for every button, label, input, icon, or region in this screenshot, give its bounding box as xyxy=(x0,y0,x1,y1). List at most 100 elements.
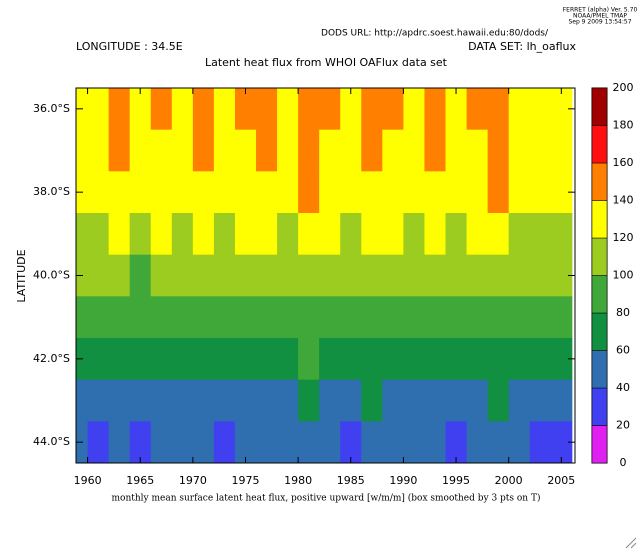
colorbar-swatch xyxy=(591,387,608,426)
y-tick-label: 44.0°S xyxy=(33,435,70,448)
x-tick-label: 1965 xyxy=(126,474,154,487)
contour-cell xyxy=(361,171,383,214)
contour-cell xyxy=(445,88,468,131)
contour-cell xyxy=(550,338,573,381)
contour-cell xyxy=(319,296,341,339)
x-tick-label: 1970 xyxy=(179,474,207,487)
contour-cell xyxy=(213,421,236,463)
contour-cell xyxy=(508,88,531,131)
contour-cell xyxy=(150,421,173,463)
contour-cell xyxy=(256,421,278,463)
contour-cell xyxy=(171,379,194,422)
contour-cell xyxy=(382,379,404,422)
contour-cell xyxy=(129,296,152,339)
contour-cell xyxy=(466,296,489,339)
contour-cell xyxy=(487,379,510,422)
y-tick-label: 36.0°S xyxy=(33,102,70,115)
contour-cell xyxy=(403,171,425,214)
contour-cell xyxy=(76,296,89,339)
contour-cell xyxy=(403,88,425,131)
contour-cell xyxy=(87,338,110,381)
contour-cell xyxy=(340,171,362,214)
contour-cell xyxy=(424,171,447,214)
contour-cell xyxy=(403,421,425,463)
contour-cell xyxy=(277,254,299,297)
colorbar-label: 100 xyxy=(613,269,634,282)
contour-cell xyxy=(382,213,404,256)
contour-cell xyxy=(87,129,110,172)
contour-cell xyxy=(213,213,236,256)
contour-cell xyxy=(445,338,468,381)
contour-cell xyxy=(487,213,510,256)
x-tick-label: 2005 xyxy=(547,474,575,487)
contour-cell xyxy=(87,379,110,422)
header-line: Sep 9 2009 13:54:57 xyxy=(568,19,631,26)
contour-cell xyxy=(87,88,110,131)
contour-cell xyxy=(529,171,552,214)
dataset: DATA SET: lh_oaflux xyxy=(468,40,576,53)
contour-cell xyxy=(529,254,552,297)
contour-cell xyxy=(87,254,110,297)
contour-cell xyxy=(319,379,341,422)
y-tick-label: 40.0°S xyxy=(33,269,70,282)
contour-cell xyxy=(213,254,236,297)
contour-cell xyxy=(171,421,194,463)
contour-cell xyxy=(298,296,320,339)
x-tick-label: 1980 xyxy=(284,474,312,487)
contour-cell xyxy=(108,129,131,172)
contour-cell xyxy=(192,88,215,131)
contour-cell xyxy=(382,88,404,131)
contour-cell xyxy=(87,421,110,463)
contour-cell xyxy=(129,254,152,297)
contour-cell xyxy=(234,88,257,131)
contour-cell xyxy=(529,213,552,256)
contour-cell xyxy=(529,296,552,339)
contour-cell xyxy=(508,379,531,422)
contour-cell xyxy=(403,296,425,339)
contour-cell xyxy=(319,421,341,463)
contour-cell xyxy=(340,421,362,463)
contour-cell xyxy=(192,254,215,297)
contour-cell xyxy=(234,379,257,422)
contour-cell xyxy=(213,338,236,381)
contour-cell xyxy=(213,88,236,131)
contour-cell xyxy=(298,213,320,256)
contour-cell xyxy=(108,379,131,422)
contour-cell xyxy=(277,171,299,214)
contour-cell xyxy=(192,421,215,463)
contour-cell xyxy=(445,296,468,339)
contour-cell xyxy=(213,129,236,172)
contour-cell xyxy=(108,88,131,131)
contour-cell xyxy=(87,213,110,256)
contour-cell xyxy=(508,338,531,381)
colorbar-swatch xyxy=(591,275,608,314)
contour-cell xyxy=(150,254,173,297)
contour-cell xyxy=(403,379,425,422)
contour-cell xyxy=(171,338,194,381)
contour-cell xyxy=(424,254,447,297)
colorbar-swatch xyxy=(591,200,608,239)
contour-cell xyxy=(382,296,404,339)
contour-cell xyxy=(424,213,447,256)
contour-cell xyxy=(508,296,531,339)
contour-cell xyxy=(129,421,152,463)
contour-cell xyxy=(487,296,510,339)
contour-cell xyxy=(234,213,257,256)
colorbar-label: 120 xyxy=(613,231,634,244)
contour-cell xyxy=(171,254,194,297)
x-tick-label: 1960 xyxy=(74,474,102,487)
url: DODS URL: http://apdrc.soest.hawaii.edu:… xyxy=(321,29,549,39)
contour-cell xyxy=(192,296,215,339)
contour-cell xyxy=(150,213,173,256)
contour-cell xyxy=(256,88,278,131)
contour-cell xyxy=(466,213,489,256)
contour-cell xyxy=(487,88,510,131)
contour-cell xyxy=(382,129,404,172)
contour-cell xyxy=(508,421,531,463)
contour-cell xyxy=(192,171,215,214)
contour-cell xyxy=(508,213,531,256)
chart-title: Latent heat flux from WHOI OAFlux data s… xyxy=(205,56,448,69)
contour-cell xyxy=(76,213,89,256)
longitude: LONGITUDE : 34.5E xyxy=(76,40,183,53)
